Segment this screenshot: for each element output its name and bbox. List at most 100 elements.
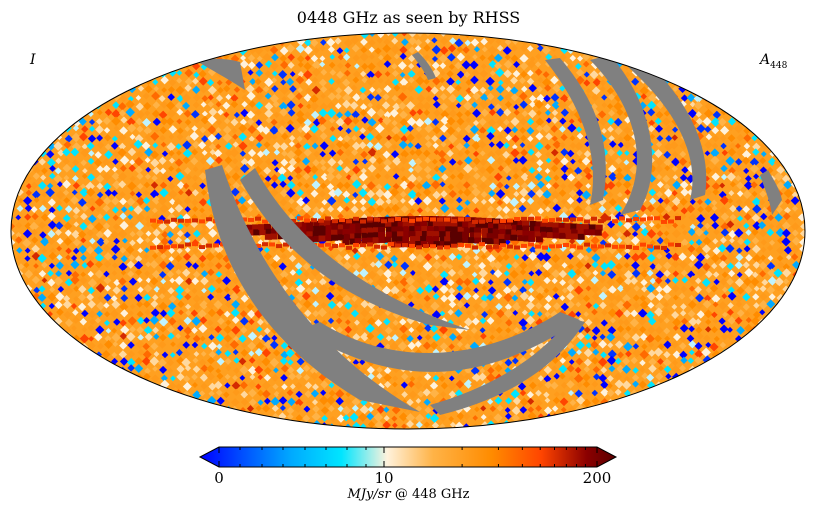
sky-pixel <box>656 236 664 245</box>
sky-pixel <box>679 141 689 151</box>
sky-pixel <box>671 252 681 262</box>
sky-pixel <box>161 87 167 93</box>
sky-pixel <box>336 148 344 157</box>
sky-pixel <box>102 116 112 125</box>
sky-pixel <box>783 188 794 199</box>
sky-pixel <box>127 95 134 102</box>
sky-pixel <box>408 167 414 173</box>
sky-pixel <box>791 205 799 212</box>
sky-pixel <box>382 44 392 53</box>
sky-pixel <box>720 125 730 136</box>
sky-pixel <box>471 187 481 197</box>
sky-pixel <box>392 173 400 180</box>
sky-pixel <box>624 116 632 124</box>
sky-pixel <box>601 94 608 101</box>
sky-pixel <box>351 179 362 189</box>
sky-pixel <box>425 85 433 93</box>
sky-pixel <box>207 94 214 101</box>
sky-pixel <box>391 143 398 151</box>
sky-pixel <box>288 254 297 263</box>
sky-pixel <box>431 37 438 44</box>
sky-pixel <box>200 189 207 196</box>
sky-pixel <box>111 166 118 173</box>
sky-pixel <box>126 117 136 127</box>
sky-pixel <box>151 252 159 260</box>
sky-pixel <box>32 172 41 180</box>
sky-pixel <box>446 149 454 158</box>
sky-pixel <box>399 269 407 277</box>
sky-pixel <box>376 164 385 172</box>
sky-pixel <box>505 134 513 142</box>
sky-pixel <box>502 165 512 174</box>
sky-pixel <box>456 159 464 166</box>
sky-pixel <box>485 76 495 87</box>
sky-pixel <box>408 46 416 54</box>
sky-pixel <box>94 151 102 159</box>
sky-pixel <box>96 213 104 220</box>
sky-pixel <box>513 191 520 198</box>
sky-pixel <box>399 180 409 190</box>
sky-pixel <box>519 61 529 71</box>
sky-pixel <box>647 108 656 117</box>
sky-pixel <box>270 173 279 183</box>
sky-pixel <box>303 142 311 151</box>
sky-pixel <box>736 133 745 142</box>
sky-pixel <box>128 277 138 286</box>
sky-pixel <box>207 268 215 277</box>
sky-pixel <box>46 150 55 159</box>
sky-pixel <box>176 247 183 254</box>
sky-pixel <box>273 269 280 276</box>
sky-pixel <box>159 181 168 190</box>
sky-pixel <box>694 227 704 237</box>
sky-pixel <box>497 79 504 86</box>
sky-pixel <box>606 228 615 237</box>
sky-pixel <box>70 275 80 285</box>
sky-pixel <box>688 239 695 246</box>
sky-pixel <box>126 197 136 207</box>
sky-pixel <box>15 231 22 239</box>
sky-pixel <box>383 158 393 168</box>
sky-pixel <box>519 142 526 148</box>
sky-pixel <box>464 54 472 61</box>
sky-pixel <box>48 251 57 261</box>
sky-pixel <box>81 173 88 180</box>
sky-pixel <box>534 262 543 270</box>
sky-pixel <box>704 140 713 149</box>
sky-pixel <box>271 133 278 141</box>
sky-pixel <box>455 126 462 133</box>
sky-pixel <box>382 116 392 126</box>
sky-pixel <box>343 69 351 77</box>
sky-pixel <box>177 223 184 230</box>
sky-pixel <box>383 84 392 94</box>
sky-pixel <box>199 182 206 190</box>
sky-pixel <box>613 117 623 127</box>
sky-pixel <box>431 158 438 165</box>
sky-pixel <box>725 156 735 166</box>
sky-pixel <box>137 247 144 254</box>
colorbar-unit-main: MJy/sr <box>347 487 391 502</box>
sky-pixel <box>446 70 454 78</box>
sky-pixel <box>575 75 585 85</box>
sky-pixel <box>321 199 328 206</box>
sky-pixel <box>433 109 441 117</box>
sky-pixel <box>41 191 48 198</box>
sky-pixel <box>656 174 663 180</box>
sky-pixel <box>486 36 495 45</box>
sky-pixel <box>663 197 671 205</box>
sky-pixel <box>55 215 63 223</box>
sky-pixel <box>63 174 70 181</box>
sky-pixel <box>471 183 478 190</box>
sky-pixel <box>320 39 327 46</box>
sky-pixel <box>151 195 161 205</box>
stokes-label: I <box>30 52 36 68</box>
sky-pixel <box>273 149 281 156</box>
sky-pixel <box>102 238 110 245</box>
sky-pixel <box>752 204 762 214</box>
sky-pixel <box>632 156 642 166</box>
sky-pixel <box>744 175 752 182</box>
sky-pixel <box>542 71 550 79</box>
sky-pixel <box>183 220 191 228</box>
sky-pixel <box>136 196 146 206</box>
sky-pixel <box>375 188 385 198</box>
sky-pixel <box>24 255 31 262</box>
